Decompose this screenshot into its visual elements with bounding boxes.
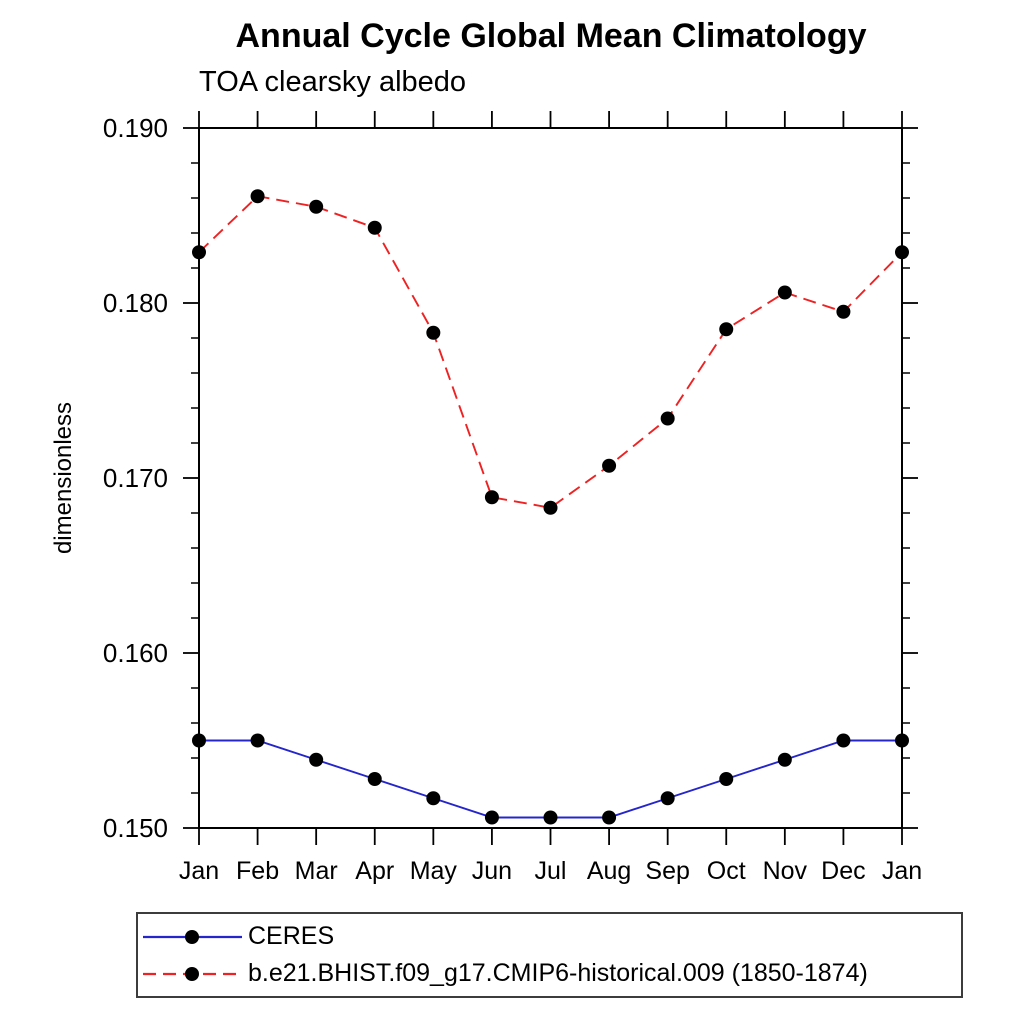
x-tick-label: Oct	[707, 857, 746, 885]
series-marker-0	[719, 772, 734, 786]
x-tick-label: Jul	[535, 857, 567, 885]
series-line-0	[199, 739, 902, 819]
series-marker-0	[660, 791, 675, 806]
series-marker-0	[192, 733, 206, 748]
y-tick-label: 0.180	[103, 288, 168, 318]
series-marker-1	[836, 304, 851, 319]
series-marker-0	[777, 752, 792, 767]
legend-label-ceres: CERES	[248, 922, 335, 950]
y-tick-label: 0.150	[103, 813, 168, 843]
axis-frame	[198, 127, 903, 829]
legend-box: CERES b.e21.BHIST.f09_g17.CMIP6-historic…	[136, 912, 963, 998]
series-marker-1	[777, 285, 792, 300]
y-tick-label: 0.160	[103, 638, 168, 668]
series-marker-1	[367, 220, 382, 235]
y-tick-label: 0.190	[103, 113, 168, 143]
series-marker-0	[602, 810, 617, 825]
series-marker-0	[309, 752, 324, 767]
x-tick-label: Dec	[821, 857, 865, 885]
legend-label-model: b.e21.BHIST.f09_g17.CMIP6-historical.009…	[248, 959, 868, 987]
x-tick-label: Jan	[179, 857, 219, 885]
legend-entry-model: b.e21.BHIST.f09_g17.CMIP6-historical.009…	[142, 955, 961, 992]
chart-subtitle: TOA clearsky albedo	[199, 66, 467, 98]
x-tick-label: Nov	[763, 857, 808, 885]
chart-title: Annual Cycle Global Mean Climatology	[235, 17, 867, 55]
series-marker-1	[660, 411, 675, 426]
series-marker-0	[250, 733, 265, 748]
series-marker-1	[426, 325, 441, 340]
x-tick-label: Jun	[472, 857, 512, 885]
series-marker-0	[484, 810, 499, 825]
series-marker-0	[426, 791, 441, 806]
series-marker-1	[250, 189, 265, 204]
series-marker-0	[543, 810, 558, 825]
x-tick-label: Sep	[645, 857, 689, 885]
series-marker-1	[484, 490, 499, 505]
series-marker-1	[192, 245, 206, 260]
legend-sample-dashed-line	[143, 966, 242, 981]
y-tick-label: 0.170	[103, 463, 168, 493]
x-tick-label: Feb	[236, 857, 279, 885]
series-marker-1	[719, 322, 734, 337]
x-tick-label: May	[410, 857, 458, 885]
x-tick-label: Aug	[587, 857, 631, 885]
legend-entry-ceres: CERES	[142, 918, 961, 955]
legend-sample-solid-line	[143, 929, 242, 944]
x-tick-label: Mar	[295, 857, 338, 885]
series-marker-1	[895, 245, 909, 260]
series-marker-1	[309, 199, 324, 214]
series-marker-0	[836, 733, 851, 748]
x-tick-label: Jan	[882, 857, 922, 885]
series-marker-0	[367, 772, 382, 786]
series-marker-0	[895, 733, 909, 748]
series-marker-1	[602, 458, 617, 473]
series-line-1	[198, 195, 903, 509]
series-marker-1	[543, 500, 558, 515]
x-tick-label: Apr	[355, 857, 394, 885]
